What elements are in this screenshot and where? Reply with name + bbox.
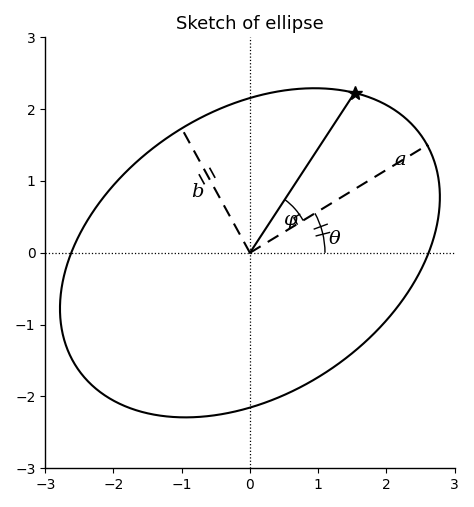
- Text: φ: φ: [283, 211, 296, 229]
- Title: Sketch of ellipse: Sketch of ellipse: [176, 15, 324, 33]
- Text: a: a: [395, 151, 406, 169]
- Text: b: b: [191, 183, 204, 201]
- Text: θ: θ: [328, 230, 340, 248]
